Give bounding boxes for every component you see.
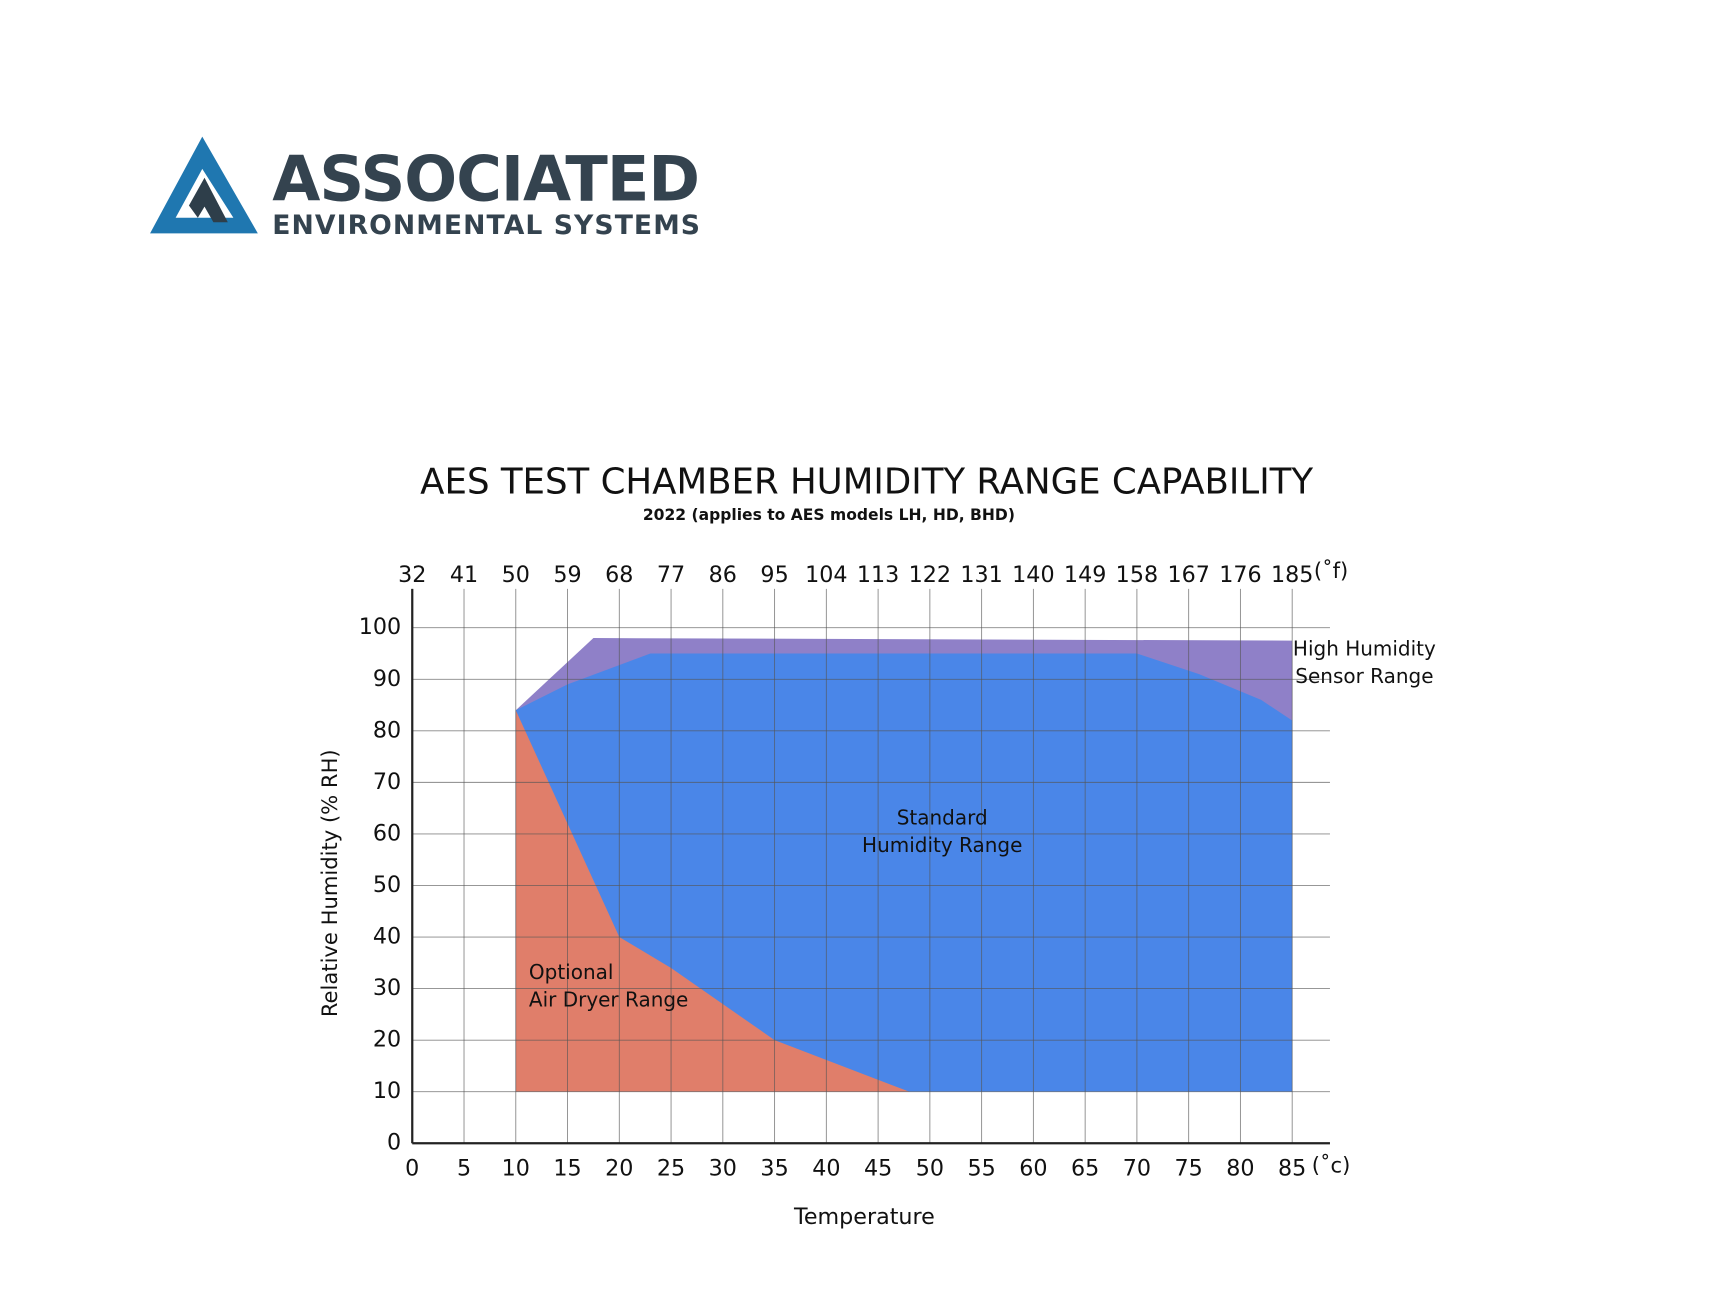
logo-tagline: ENVIRONMENTAL SYSTEMS — [272, 210, 700, 241]
y-tick-label: 90 — [373, 666, 401, 692]
x-tick-label: 50 — [916, 1155, 944, 1181]
y-tick-label: 0 — [387, 1130, 401, 1156]
y-tick-label: 10 — [373, 1078, 401, 1104]
x2-tick-label: 167 — [1167, 562, 1209, 588]
x-tick-label: 5 — [457, 1155, 471, 1181]
area-label: High Humidity — [1293, 636, 1436, 660]
x-tick-label: 15 — [553, 1155, 581, 1181]
y-axis-label: Relative Humidity (% RH) — [317, 749, 342, 1017]
x-tick-label: 60 — [1019, 1155, 1047, 1181]
x2-tick-label: 158 — [1116, 562, 1158, 588]
x2-tick-label: 176 — [1219, 562, 1261, 588]
x2-tick-label: 32 — [398, 562, 426, 588]
plot-areas — [515, 638, 1293, 1092]
y-tick-label: 60 — [373, 820, 401, 846]
x-tick-label: 10 — [502, 1155, 530, 1181]
y-tick-label: 40 — [373, 924, 401, 950]
area — [515, 653, 1293, 1092]
x-axis-label: Temperature — [793, 1204, 935, 1230]
x-tick-label: 45 — [864, 1155, 892, 1181]
x2-tick-label: 68 — [605, 562, 633, 588]
x2-tick-label: 50 — [502, 562, 530, 588]
y-tick-label: 70 — [373, 769, 401, 795]
x2-tick-label: 95 — [760, 562, 788, 588]
y-tick-label: 100 — [359, 614, 401, 640]
area-label: Air Dryer Range — [529, 988, 688, 1012]
x-tick-label: 35 — [760, 1155, 788, 1181]
x-tick-label: 0 — [405, 1155, 419, 1181]
logo-name: ASSOCIATED — [272, 142, 700, 215]
y-tick-label: 50 — [373, 872, 401, 898]
area-label: Humidity Range — [862, 833, 1022, 857]
area — [515, 710, 910, 1092]
logo-mark — [150, 136, 258, 234]
x2-tick-label: 185 — [1271, 562, 1313, 588]
logo: ASSOCIATED ENVIRONMENTAL SYSTEMS — [150, 136, 700, 241]
area-label: Standard — [897, 805, 988, 829]
x-tick-label: 25 — [657, 1155, 685, 1181]
x2-tick-label: 131 — [960, 562, 1002, 588]
labels: 0 10 20 30 40 50 60 70 80 90 100 0 32 5 41 10 50 15 59 20 68… — [359, 562, 1436, 1181]
x2-tick-label: 113 — [857, 562, 899, 588]
x2-tick-label: 140 — [1012, 562, 1054, 588]
x-tick-label: 55 — [967, 1155, 995, 1181]
y-tick-label: 80 — [373, 717, 401, 743]
x-axis-unit: (˚c) — [1312, 1153, 1351, 1178]
area-label: Optional — [529, 960, 614, 984]
x-tick-label: 20 — [605, 1155, 633, 1181]
x2-axis-unit: (˚f) — [1314, 558, 1348, 583]
x2-tick-label: 122 — [909, 562, 951, 588]
y-tick-label: 30 — [373, 975, 401, 1001]
x2-tick-label: 59 — [553, 562, 581, 588]
grid — [411, 588, 1330, 1145]
area-label: Sensor Range — [1295, 664, 1433, 688]
y-tick-label: 20 — [373, 1027, 401, 1053]
x-tick-label: 65 — [1071, 1155, 1099, 1181]
x2-tick-label: 149 — [1064, 562, 1106, 588]
chart-title: AES TEST CHAMBER HUMIDITY RANGE CAPABILI… — [420, 461, 1313, 502]
x2-tick-label: 41 — [450, 562, 478, 588]
x-tick-label: 75 — [1175, 1155, 1203, 1181]
chart-subtitle: 2022 (applies to AES models LH, HD, BHD) — [643, 506, 1015, 524]
x-tick-label: 80 — [1226, 1155, 1254, 1181]
x2-tick-label: 86 — [709, 562, 737, 588]
x-tick-label: 85 — [1278, 1155, 1306, 1181]
x-tick-label: 70 — [1123, 1155, 1151, 1181]
x-tick-label: 40 — [812, 1155, 840, 1181]
x2-tick-label: 77 — [657, 562, 685, 588]
x2-tick-label: 104 — [805, 562, 847, 588]
x-tick-label: 30 — [709, 1155, 737, 1181]
logo-mark-inner — [188, 177, 228, 223]
